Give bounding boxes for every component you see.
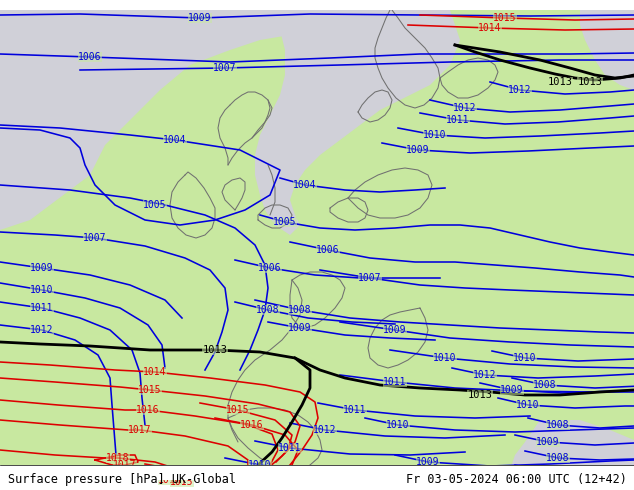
Text: 1011: 1011	[343, 405, 366, 415]
Polygon shape	[510, 420, 634, 480]
Text: 1014: 1014	[143, 367, 167, 377]
Text: 1006: 1006	[258, 263, 281, 273]
Bar	[0, 465, 634, 480]
Text: 1005: 1005	[273, 217, 297, 227]
Text: 1009: 1009	[536, 467, 560, 477]
Text: 1012: 1012	[473, 370, 497, 380]
Text: 1016: 1016	[240, 420, 264, 430]
Polygon shape	[0, 10, 330, 230]
Text: 1017: 1017	[113, 460, 137, 470]
Text: 1010: 1010	[249, 460, 272, 470]
Text: 1008: 1008	[288, 305, 312, 315]
Text: 1009: 1009	[536, 437, 560, 447]
Text: 1009: 1009	[288, 323, 312, 333]
Text: 1009: 1009	[188, 13, 212, 23]
Text: 1015: 1015	[138, 385, 162, 395]
Text: 1008: 1008	[547, 453, 570, 463]
Polygon shape	[0, 10, 80, 210]
Text: 1015: 1015	[171, 477, 194, 487]
Polygon shape	[255, 10, 460, 235]
Text: 1010: 1010	[514, 353, 537, 363]
Text: 1010: 1010	[433, 353, 456, 363]
Text: 1009: 1009	[417, 457, 440, 467]
Text: 1008: 1008	[256, 305, 280, 315]
Text: 1007: 1007	[83, 233, 107, 243]
Text: 1008: 1008	[533, 380, 557, 390]
Text: 1015: 1015	[493, 13, 517, 23]
Text: 1007: 1007	[358, 273, 382, 283]
Text: 1004: 1004	[294, 180, 317, 190]
Text: 1012: 1012	[30, 325, 54, 335]
Text: 1013: 1013	[467, 390, 493, 400]
Text: 1009: 1009	[500, 385, 524, 395]
Text: 1007: 1007	[213, 63, 236, 73]
Text: 1011: 1011	[446, 115, 470, 125]
Text: 1013: 1013	[202, 345, 228, 355]
Text: 1016: 1016	[136, 405, 160, 415]
Text: Fr 03-05-2024 06:00 UTC (12+42): Fr 03-05-2024 06:00 UTC (12+42)	[406, 473, 626, 486]
Text: 1013: 1013	[548, 77, 573, 87]
Text: 1011: 1011	[30, 303, 54, 313]
Text: 1010: 1010	[424, 130, 447, 140]
Text: 1005: 1005	[143, 200, 167, 210]
Polygon shape	[580, 10, 634, 90]
Text: 1017: 1017	[128, 425, 152, 435]
Text: 1016: 1016	[158, 475, 182, 485]
Text: 1011: 1011	[383, 377, 407, 387]
Text: 1006: 1006	[78, 52, 101, 62]
Text: 1004: 1004	[163, 135, 187, 145]
Text: 1013: 1013	[578, 77, 602, 87]
Text: 1018: 1018	[107, 453, 130, 463]
Text: 1009: 1009	[406, 145, 430, 155]
Text: 1006: 1006	[316, 245, 340, 255]
Text: 1010: 1010	[30, 285, 54, 295]
Text: 1009: 1009	[383, 325, 407, 335]
Text: 1015: 1015	[226, 405, 250, 415]
Text: 1012: 1012	[453, 103, 477, 113]
Text: Surface pressure [hPa] UK-Global: Surface pressure [hPa] UK-Global	[8, 473, 236, 486]
Text: 1011: 1011	[278, 443, 302, 453]
Text: 1014: 1014	[478, 23, 501, 33]
Text: 1010: 1010	[516, 400, 540, 410]
Text: 1008: 1008	[547, 420, 570, 430]
Text: 1010: 1010	[386, 420, 410, 430]
Text: 1009: 1009	[30, 263, 54, 273]
Text: 1012: 1012	[508, 85, 532, 95]
Text: 1012: 1012	[313, 425, 337, 435]
Text: 1017: 1017	[166, 465, 190, 475]
